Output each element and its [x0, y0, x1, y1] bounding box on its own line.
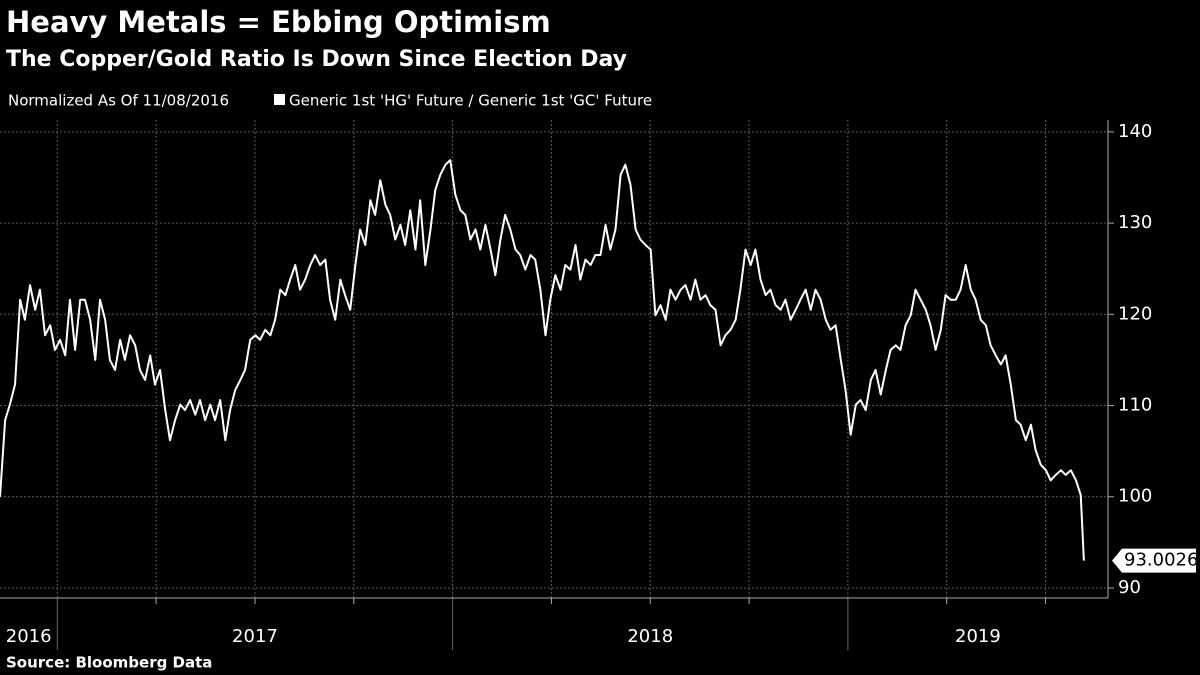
source: Source: Bloomberg Data	[6, 654, 212, 672]
x-tick-label: 2018	[627, 626, 673, 647]
data-line	[0, 159, 1085, 561]
chart-subtitle: The Copper/Gold Ratio Is Down Since Elec…	[6, 47, 627, 72]
x-tick-label: 2019	[955, 626, 1001, 647]
note: Normalized As Of 11/08/2016	[8, 92, 229, 110]
y-tick-label: 130	[1118, 212, 1152, 233]
y-tick-label: 110	[1118, 395, 1152, 416]
legend-label: Generic 1st 'HG' Future / Generic 1st 'G…	[289, 92, 652, 110]
last-value-label: 93.0026	[1124, 550, 1198, 571]
x-tick-label: 2017	[232, 626, 278, 647]
last-value-tag	[1112, 548, 1196, 573]
y-tick-label: 120	[1118, 303, 1152, 324]
legend-swatch	[274, 94, 285, 105]
y-tick-label: 90	[1118, 577, 1141, 598]
chart-title: Heavy Metals = Ebbing Optimism	[6, 5, 551, 39]
y-tick-label: 100	[1118, 486, 1152, 507]
y-tick-label: 140	[1118, 121, 1152, 142]
x-tick-label: 2016	[6, 626, 52, 647]
